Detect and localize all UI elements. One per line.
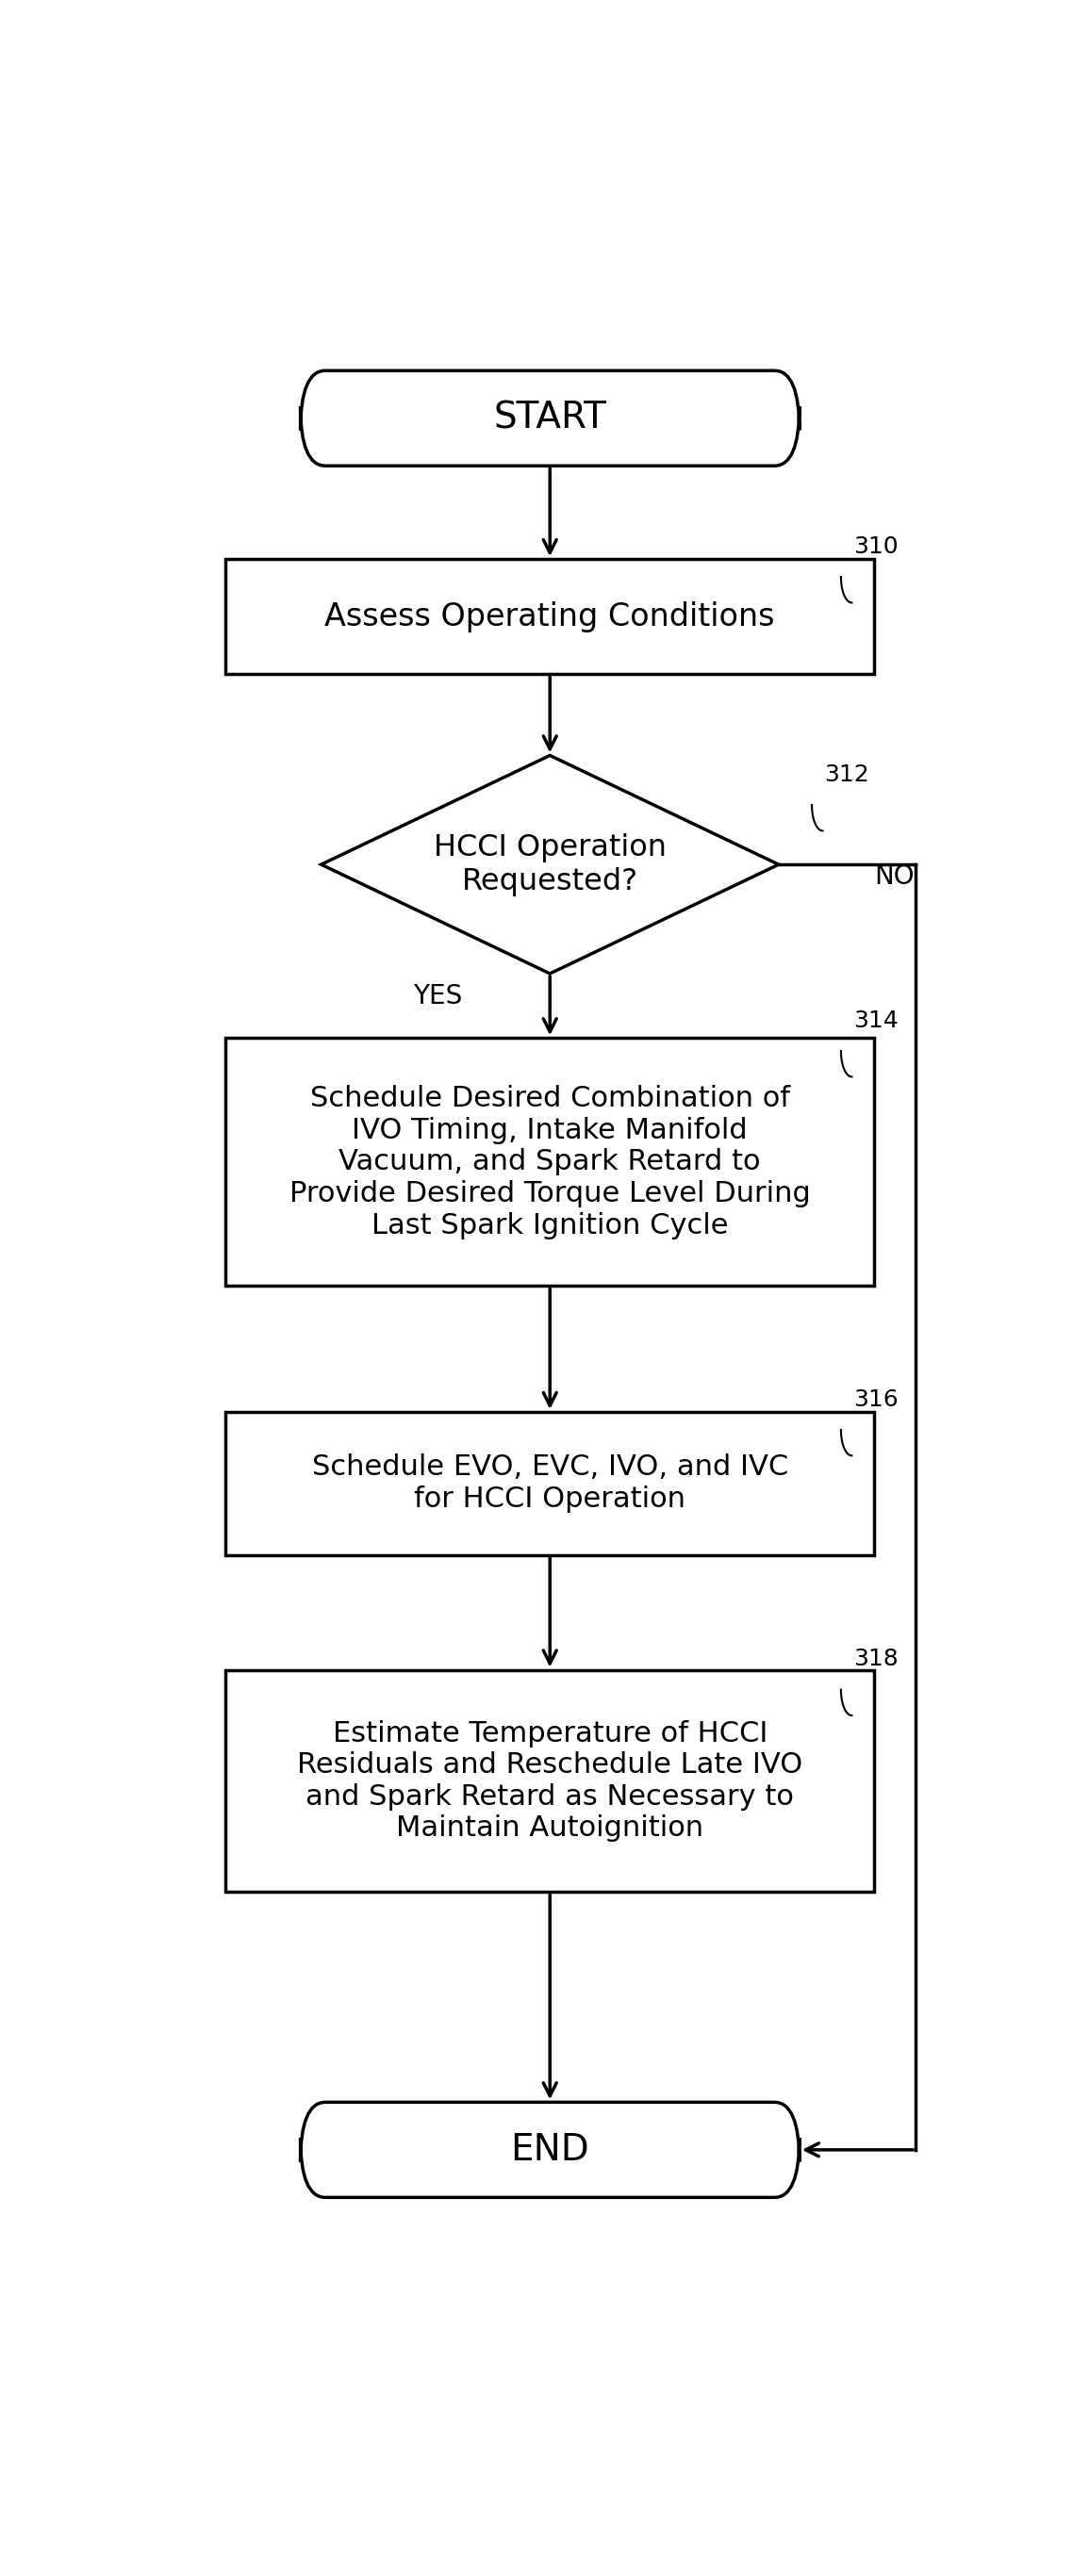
Bar bbox=[225, 559, 874, 675]
Text: Schedule EVO, EVC, IVO, and IVC
for HCCI Operation: Schedule EVO, EVC, IVO, and IVC for HCCI… bbox=[312, 1453, 788, 1512]
Text: Estimate Temperature of HCCI
Residuals and Reschedule Late IVO
and Spark Retard : Estimate Temperature of HCCI Residuals a… bbox=[297, 1721, 803, 1842]
Text: 314: 314 bbox=[853, 1010, 898, 1033]
Bar bbox=[225, 1669, 874, 1891]
Bar bbox=[225, 1038, 874, 1285]
Text: 312: 312 bbox=[824, 762, 869, 786]
Text: START: START bbox=[494, 399, 606, 435]
Text: END: END bbox=[511, 2133, 589, 2169]
Polygon shape bbox=[321, 755, 779, 974]
Text: Assess Operating Conditions: Assess Operating Conditions bbox=[325, 600, 775, 631]
Text: 316: 316 bbox=[853, 1388, 898, 1412]
FancyBboxPatch shape bbox=[300, 2102, 799, 2197]
Text: 310: 310 bbox=[853, 536, 898, 559]
Text: Schedule Desired Combination of
IVO Timing, Intake Manifold
Vacuum, and Spark Re: Schedule Desired Combination of IVO Timi… bbox=[290, 1084, 810, 1239]
Text: 318: 318 bbox=[853, 1649, 898, 1672]
Bar bbox=[225, 1412, 874, 1556]
FancyBboxPatch shape bbox=[300, 371, 799, 466]
Text: YES: YES bbox=[413, 981, 462, 1010]
Text: HCCI Operation
Requested?: HCCI Operation Requested? bbox=[433, 832, 666, 896]
Text: NO: NO bbox=[874, 863, 914, 889]
